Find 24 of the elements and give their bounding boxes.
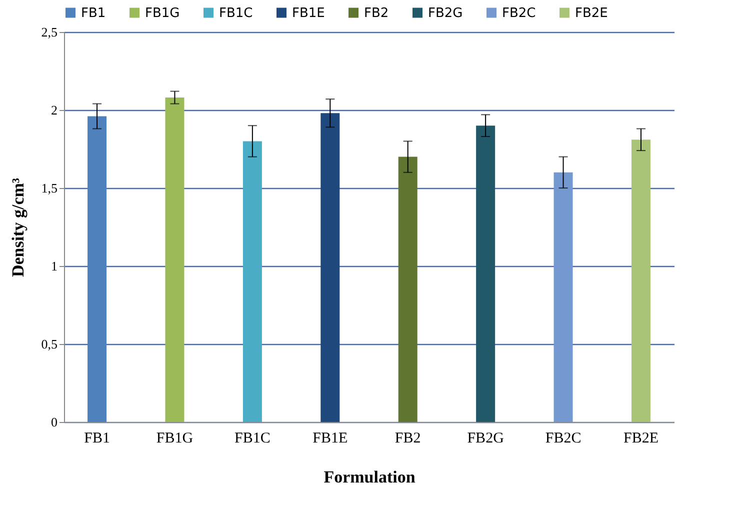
y-tick-label: 1 (51, 258, 58, 274)
legend-label: FB1C (219, 6, 253, 21)
legend-label: FB2E (575, 6, 608, 21)
x-tick-label: FB1G (156, 430, 194, 446)
y-tick-label: 0 (51, 414, 58, 430)
x-axis-title: Formulation (324, 468, 416, 486)
x-tick-label: FB2 (394, 430, 421, 446)
x-tick-label: FB1 (84, 430, 110, 446)
legend-label: FB2G (428, 6, 463, 21)
y-axis-title: Density g/cm³ (8, 178, 28, 278)
legend-label: FB2 (364, 6, 389, 21)
x-tick-label: FB2C (545, 430, 582, 446)
legend-label: FB2C (502, 6, 536, 21)
y-tick-label: 0,5 (41, 336, 58, 352)
x-tick-label: FB1C (234, 430, 270, 446)
legend-label: FB1E (292, 6, 325, 21)
legend-label: FB1 (81, 6, 106, 21)
y-tick-label: 2 (51, 102, 58, 118)
x-tick-label: FB1E (312, 430, 348, 446)
x-tick-label: FB2G (467, 430, 504, 446)
y-tick-label: 2,5 (41, 24, 58, 40)
x-tick-label: FB2E (623, 430, 658, 446)
y-tick-label: 1,5 (41, 180, 58, 196)
legend-label: FB1G (145, 6, 180, 21)
